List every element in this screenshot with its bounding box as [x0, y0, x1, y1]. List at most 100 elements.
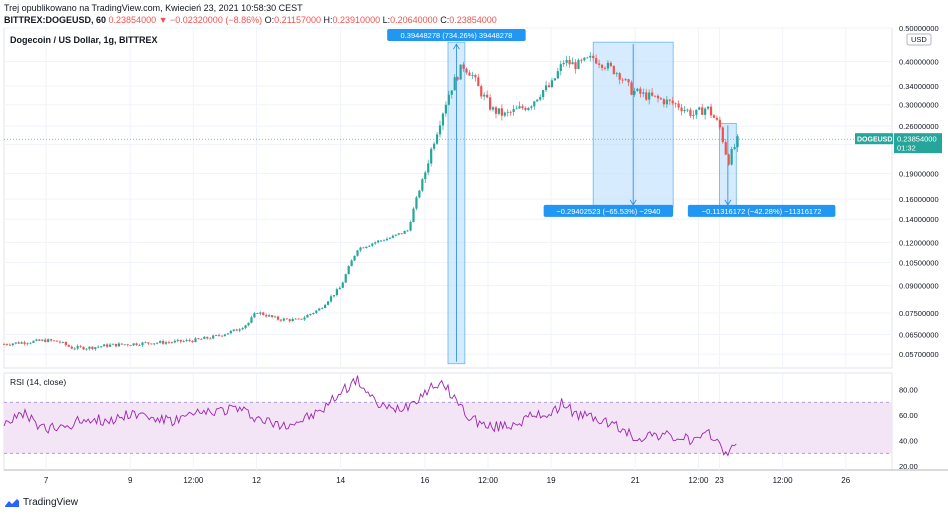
measure-arrowhead — [629, 199, 637, 206]
candle — [179, 339, 182, 344]
candle-body — [368, 245, 371, 247]
candle-body — [633, 90, 636, 95]
candle-body — [453, 77, 456, 91]
candle-body — [374, 242, 377, 244]
candle — [600, 63, 604, 71]
candle — [589, 51, 592, 62]
measure-label-bg — [687, 204, 836, 217]
candle — [138, 343, 141, 347]
measure-label-bg — [543, 204, 674, 217]
candle-body — [324, 304, 327, 309]
candles — [2, 51, 739, 351]
candle-body — [536, 99, 539, 102]
candle-body — [167, 342, 171, 344]
candle — [718, 116, 721, 131]
y-tick-label: 0.26000000 — [899, 122, 939, 131]
candle — [220, 335, 224, 337]
candle — [580, 58, 583, 64]
candle-body — [209, 338, 212, 340]
candle — [215, 334, 218, 337]
candle-body — [20, 342, 23, 344]
candle-body — [574, 62, 577, 70]
low-label: L: — [382, 15, 391, 25]
candle-body — [350, 260, 353, 267]
candle — [539, 94, 542, 102]
candle — [58, 340, 62, 344]
candle — [147, 342, 150, 346]
candle-body — [341, 282, 344, 288]
candle — [256, 312, 259, 315]
candle-body — [497, 108, 501, 114]
candle — [627, 78, 630, 87]
candle — [103, 343, 106, 347]
y-tick-label: 0.34000000 — [899, 82, 939, 91]
candle — [44, 338, 47, 343]
measure-arrowhead — [453, 43, 460, 50]
brand-footer[interactable]: TradingView — [4, 497, 78, 508]
ohlc-legend: BITTREX:DOGEUSD, 60 0.23854000 ▼ −0.0232… — [4, 15, 497, 25]
candle-body — [603, 67, 607, 69]
candle-body — [67, 345, 70, 347]
candle — [595, 54, 598, 65]
candle — [61, 341, 65, 344]
candle — [371, 242, 374, 248]
candle — [100, 346, 103, 349]
candle-body — [259, 312, 262, 314]
candle-body — [651, 92, 654, 96]
candle — [194, 337, 197, 343]
candle — [94, 346, 97, 351]
candle-body — [595, 58, 598, 64]
candle — [456, 76, 459, 81]
candle — [592, 53, 595, 62]
candle-body — [571, 62, 574, 65]
measure-label-bg — [387, 29, 526, 41]
candle-body — [447, 94, 450, 105]
candle — [621, 77, 624, 84]
candle-body — [533, 101, 536, 107]
candle-body — [220, 335, 224, 337]
candle-body — [539, 97, 542, 100]
candle — [182, 339, 185, 343]
candle — [111, 343, 115, 345]
candle-body — [64, 341, 67, 346]
candle — [64, 341, 67, 347]
candle — [226, 333, 229, 335]
candle — [465, 67, 468, 75]
candle — [447, 90, 450, 106]
candle-body — [159, 341, 162, 343]
candle-body — [577, 59, 580, 70]
candle — [515, 105, 518, 110]
candle — [462, 61, 465, 72]
candle-body — [306, 314, 309, 318]
candle-body — [709, 106, 713, 116]
candle — [468, 70, 471, 76]
candle-body — [91, 346, 94, 350]
candle — [403, 230, 406, 234]
rsi-title: RSI (14, close) — [10, 377, 66, 387]
candle-body — [268, 315, 271, 317]
candle — [235, 328, 238, 331]
candle-body — [648, 92, 651, 100]
candle — [176, 338, 179, 343]
candle — [108, 343, 112, 348]
candle-body — [279, 319, 283, 321]
candle-body — [721, 127, 724, 143]
candle-body — [241, 328, 244, 330]
candle — [530, 105, 533, 111]
candle — [556, 67, 559, 80]
candle-body — [70, 346, 73, 349]
candle-body — [344, 274, 347, 283]
measure-label: 0.39448278 (734.26%) 39448278 — [401, 31, 513, 40]
candle — [217, 333, 221, 337]
candle — [329, 294, 333, 304]
candle-body — [627, 79, 630, 83]
candle-body — [2, 344, 6, 345]
candle — [197, 337, 200, 340]
candle-body — [477, 77, 480, 87]
candle-body — [462, 64, 465, 69]
candle-body — [44, 339, 47, 342]
candle-body — [444, 104, 447, 114]
candle — [117, 341, 120, 347]
candle-body — [730, 148, 733, 165]
